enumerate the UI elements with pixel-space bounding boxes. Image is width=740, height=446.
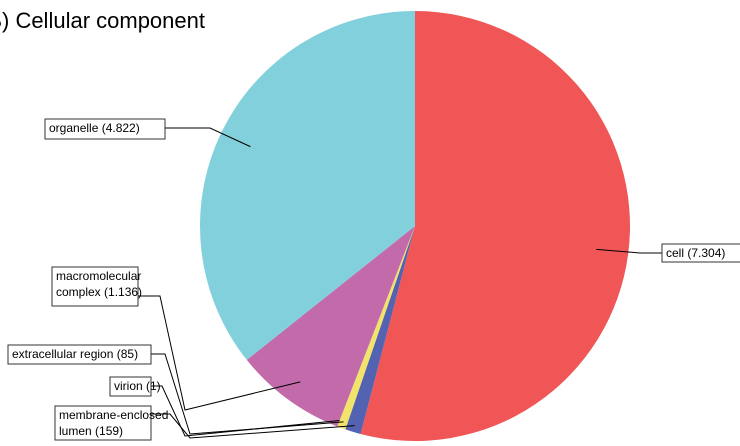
pie-slice — [337, 226, 415, 427]
pie-slice — [345, 226, 415, 434]
slice-label: membrane-enclosed lumen (159) — [59, 408, 168, 438]
label-line: virion (1) — [114, 379, 161, 393]
leader-line — [165, 127, 251, 148]
pie-slice — [337, 226, 415, 430]
label-box — [109, 376, 152, 397]
label-line: lumen (159) — [59, 424, 123, 438]
label-line: cell (7.304) — [666, 246, 725, 260]
label-line: complex (1.136) — [56, 285, 142, 299]
label-box — [51, 266, 139, 307]
label-box — [54, 405, 152, 441]
label-box — [661, 243, 740, 263]
leader-line — [596, 248, 662, 254]
pie-slice — [200, 11, 415, 360]
label-box — [44, 118, 166, 140]
leader-line — [138, 295, 301, 411]
label-line: membrane-enclosed — [59, 408, 168, 422]
label-line: extracellular region (85) — [12, 347, 138, 361]
pie-slice — [360, 11, 631, 442]
slice-label: extracellular region (85) — [12, 347, 138, 361]
slice-label: macromolecular complex (1.136) — [56, 269, 142, 299]
slice-label: organelle (4.822) — [49, 121, 140, 135]
leader-line — [151, 385, 340, 437]
label-line: organelle (4.822) — [49, 121, 140, 135]
slice-label: cell (7.304) — [666, 246, 725, 260]
label-box — [7, 344, 152, 365]
slice-label: virion (1) — [114, 379, 161, 393]
pie-slice — [246, 226, 415, 427]
label-line: macromolecular — [56, 269, 141, 283]
chart-title: (B) Cellular component — [0, 8, 205, 33]
